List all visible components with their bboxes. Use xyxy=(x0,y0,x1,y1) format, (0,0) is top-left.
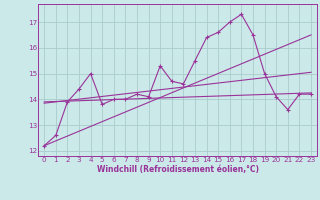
X-axis label: Windchill (Refroidissement éolien,°C): Windchill (Refroidissement éolien,°C) xyxy=(97,165,259,174)
